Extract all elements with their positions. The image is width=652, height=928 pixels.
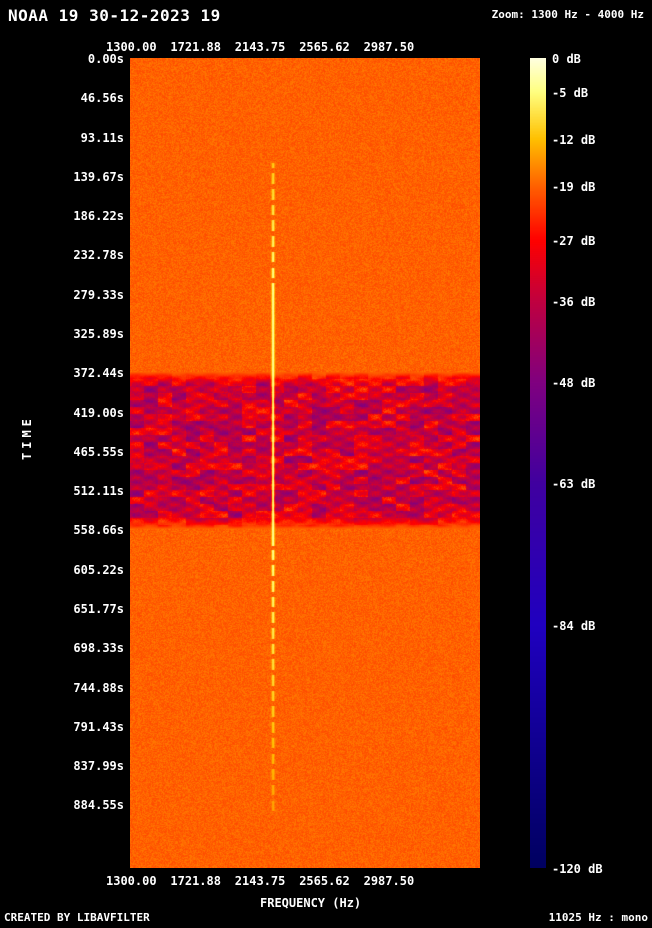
x-tick-label-top: 2143.75 — [235, 40, 286, 54]
y-tick-label: 0.00s — [54, 52, 124, 66]
x-tick-label-top: 1721.88 — [170, 40, 221, 54]
x-tick-label-top: 2987.50 — [364, 40, 415, 54]
x-tick-label-bottom: 2143.75 — [235, 874, 286, 888]
y-tick-label: 139.67s — [54, 170, 124, 184]
colorbar-tick-label: -120 dB — [552, 862, 603, 876]
colorbar-tick-label: -63 dB — [552, 477, 595, 491]
x-tick-label-bottom: 2565.62 — [299, 874, 350, 888]
x-tick-label-top: 2565.62 — [299, 40, 350, 54]
y-tick-label: 884.55s — [54, 798, 124, 812]
y-axis-title: TIME — [20, 415, 34, 460]
x-axis-title: FREQUENCY (Hz) — [260, 896, 361, 910]
colorbar-tick-label: -36 dB — [552, 295, 595, 309]
colorbar-tick-label: 0 dB — [552, 52, 581, 66]
x-tick-label-bottom: 1721.88 — [170, 874, 221, 888]
y-tick-label: 419.00s — [54, 406, 124, 420]
page-title: NOAA 19 30-12-2023 19 — [8, 6, 221, 25]
y-tick-label: 558.66s — [54, 523, 124, 537]
colorbar — [530, 58, 546, 868]
colorbar-tick-label: -5 dB — [552, 86, 588, 100]
footer-credit: CREATED BY LIBAVFILTER — [4, 911, 150, 924]
y-tick-label: 744.88s — [54, 681, 124, 695]
colorbar-tick-label: -84 dB — [552, 619, 595, 633]
y-tick-label: 232.78s — [54, 248, 124, 262]
y-tick-label: 279.33s — [54, 288, 124, 302]
spectrogram-plot — [130, 58, 480, 868]
y-tick-label: 325.89s — [54, 327, 124, 341]
x-tick-label-bottom: 1300.00 — [106, 874, 157, 888]
y-tick-label: 837.99s — [54, 759, 124, 773]
y-tick-label: 605.22s — [54, 563, 124, 577]
colorbar-tick-label: -48 dB — [552, 376, 595, 390]
y-tick-label: 698.33s — [54, 641, 124, 655]
x-tick-label-top: 1300.00 — [106, 40, 157, 54]
y-tick-label: 791.43s — [54, 720, 124, 734]
y-tick-label: 651.77s — [54, 602, 124, 616]
y-tick-label: 512.11s — [54, 484, 124, 498]
footer-format: 11025 Hz : mono — [549, 911, 648, 924]
zoom-info: Zoom: 1300 Hz - 4000 Hz — [492, 8, 644, 21]
colorbar-tick-label: -27 dB — [552, 234, 595, 248]
y-tick-label: 465.55s — [54, 445, 124, 459]
colorbar-tick-label: -19 dB — [552, 180, 595, 194]
y-tick-label: 46.56s — [54, 91, 124, 105]
x-tick-label-bottom: 2987.50 — [364, 874, 415, 888]
colorbar-tick-label: -12 dB — [552, 133, 595, 147]
y-tick-label: 186.22s — [54, 209, 124, 223]
y-tick-label: 372.44s — [54, 366, 124, 380]
y-tick-label: 93.11s — [54, 131, 124, 145]
